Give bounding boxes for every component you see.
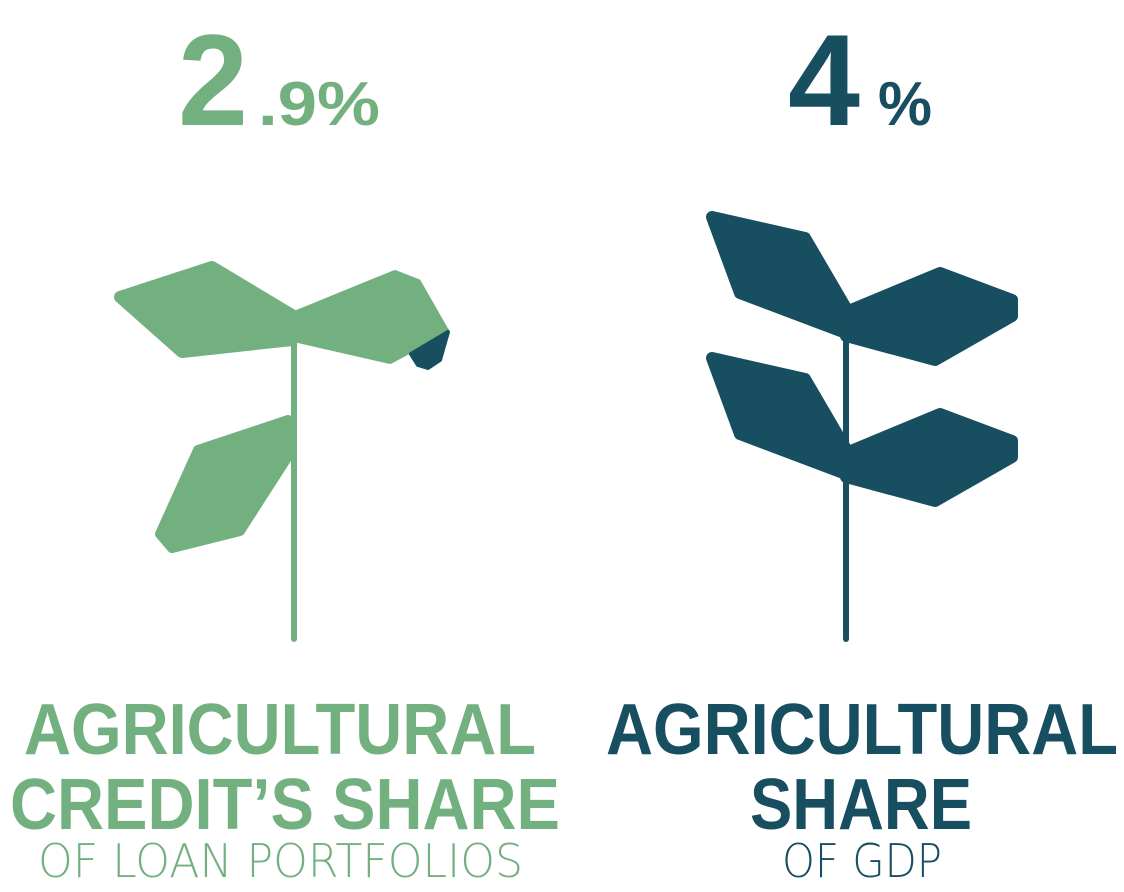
right-title-line2: SHARE <box>750 765 972 845</box>
right-value-major: 4 <box>788 7 860 153</box>
right-subtitle: OF GDP <box>782 834 942 888</box>
sprout-icon <box>114 261 450 642</box>
right-label: AGRICULTURAL SHARE OF GDP <box>606 690 1118 888</box>
left-label: AGRICULTURAL CREDIT’S SHARE OF LOAN PORT… <box>10 690 560 888</box>
left-title-line2: CREDIT’S SHARE <box>10 765 560 845</box>
left-stat: 2 .9% <box>178 7 380 153</box>
plant-icon <box>706 211 1018 642</box>
right-value-minor: % <box>878 70 932 139</box>
right-title-line1: AGRICULTURAL <box>606 690 1118 770</box>
right-stat: 4 % <box>788 7 932 153</box>
left-title-line1: AGRICULTURAL <box>24 690 536 770</box>
left-value-minor: .9% <box>258 70 380 139</box>
left-subtitle: OF LOAN PORTFOLIOS <box>38 834 523 888</box>
left-value-major: 2 <box>178 7 248 153</box>
